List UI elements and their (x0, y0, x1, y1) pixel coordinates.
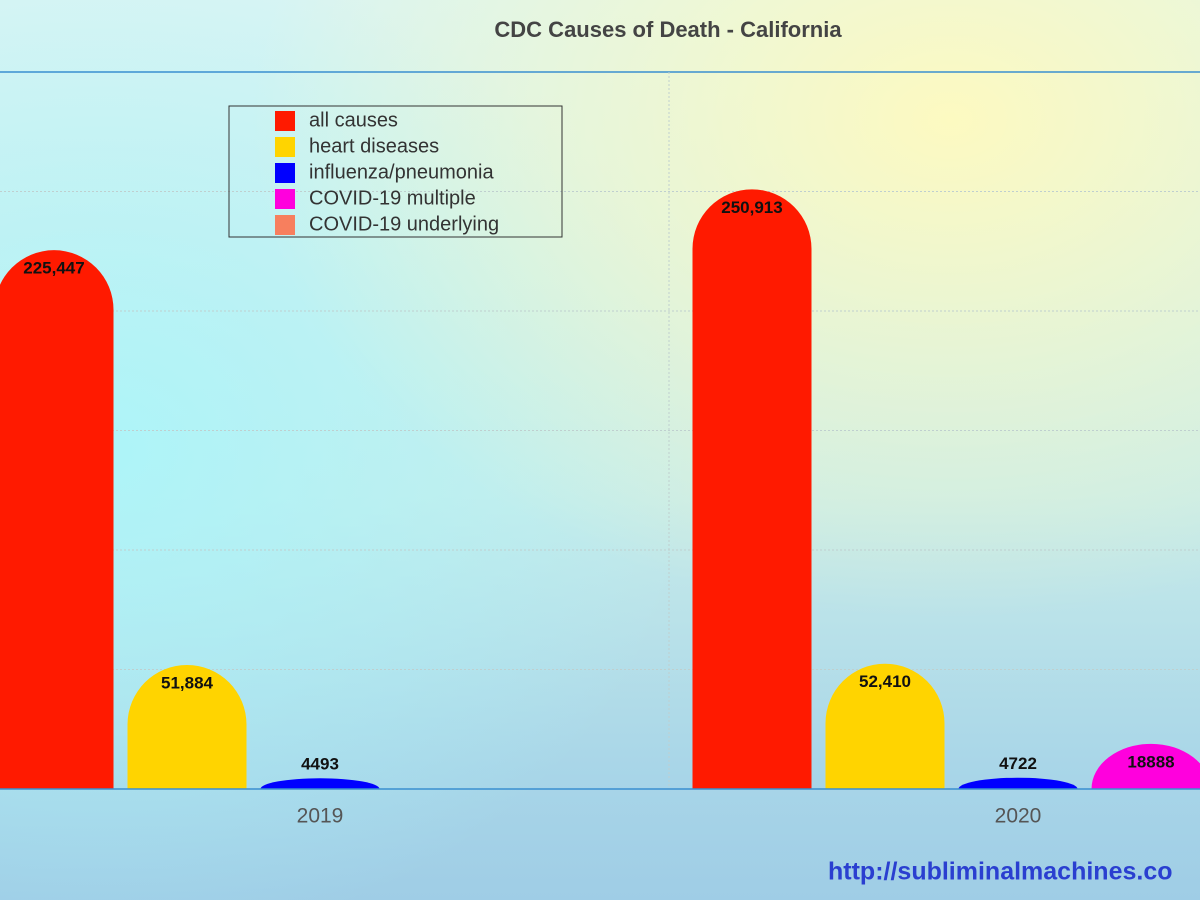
bar (825, 663, 945, 789)
value-label: 225,447 (23, 259, 84, 278)
legend-swatch (275, 215, 295, 235)
bar (0, 250, 114, 789)
value-label: 4722 (999, 754, 1037, 773)
value-label: 52,410 (859, 672, 911, 691)
legend-box (228, 105, 563, 238)
legend-label: all causes (309, 109, 398, 131)
x-tick-label: 2019 (297, 805, 344, 828)
value-label: 4493 (301, 755, 339, 774)
watermark: http://subliminalmachines.co (828, 858, 1173, 886)
legend-label: influenza/pneumonia (309, 161, 494, 183)
legend-label: heart diseases (309, 135, 439, 157)
value-label: 51,884 (161, 673, 214, 692)
legend-label: COVID-19 underlying (309, 213, 499, 235)
bar (958, 777, 1078, 789)
legend-swatch (275, 189, 295, 209)
legend-swatch (275, 137, 295, 157)
legend-swatch (275, 111, 295, 131)
bar (692, 189, 812, 790)
legend-label: COVID-19 multiple (309, 187, 476, 209)
legend-swatch (275, 163, 295, 183)
bar (127, 664, 247, 789)
bar (1091, 743, 1200, 789)
value-label: 18888 (1127, 752, 1174, 771)
value-label: 250,913 (721, 198, 782, 217)
x-tick-label: 2020 (995, 805, 1042, 828)
chart-title: CDC Causes of Death - California (494, 17, 842, 42)
bar (260, 778, 380, 789)
